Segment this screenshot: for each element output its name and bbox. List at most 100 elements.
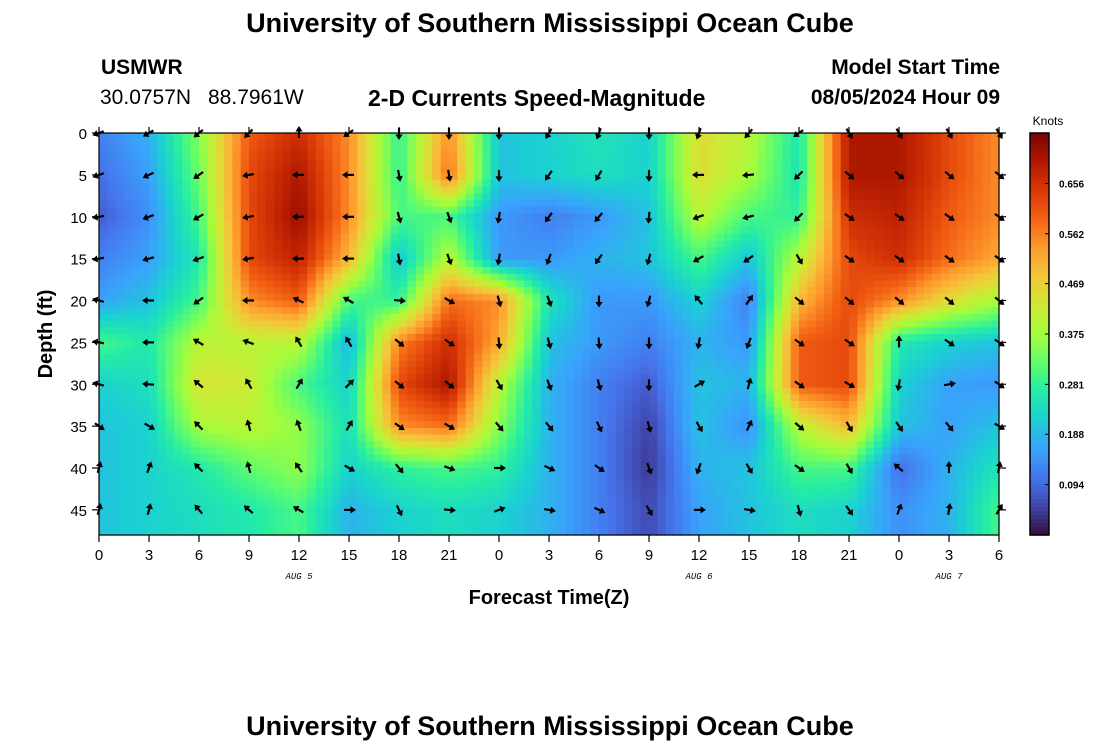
heatmap-cell	[990, 179, 1000, 188]
heatmap-cell	[515, 401, 525, 409]
heatmap-cell	[399, 213, 408, 221]
heatmap-cell	[799, 226, 808, 235]
heatmap-cell	[274, 401, 283, 409]
heatmap-cell	[390, 159, 400, 168]
heatmap-cell	[807, 273, 817, 281]
heatmap-cell	[165, 133, 175, 141]
heatmap-cell	[99, 293, 108, 302]
heatmap-cell	[824, 200, 833, 208]
heatmap-cell	[207, 374, 217, 382]
heatmap-cell	[640, 246, 650, 255]
heatmap-cell	[449, 253, 458, 261]
heatmap-cell	[807, 401, 817, 409]
heatmap-cell	[582, 300, 592, 308]
heatmap-cell	[757, 280, 767, 288]
heatmap-cell	[682, 374, 692, 382]
heatmap-cell	[757, 434, 767, 442]
heatmap-cell	[299, 133, 308, 141]
heatmap-cell	[340, 334, 350, 342]
heatmap-cell	[157, 133, 167, 141]
heatmap-cell	[965, 153, 975, 161]
heatmap-cell	[615, 179, 625, 188]
heatmap-cell	[224, 166, 233, 174]
heatmap-cell	[715, 200, 725, 208]
heatmap-cell	[465, 313, 475, 322]
heatmap-cell	[699, 200, 708, 208]
heatmap-cell	[232, 139, 242, 147]
heatmap-cell	[224, 354, 233, 362]
heatmap-cell	[507, 220, 517, 228]
heatmap-cell	[249, 273, 258, 281]
heatmap-cell	[949, 273, 958, 281]
heatmap-cell	[115, 441, 125, 449]
heatmap-cell	[215, 427, 225, 436]
heatmap-cell	[299, 354, 308, 362]
heatmap-cell	[557, 374, 567, 382]
heatmap-cell	[207, 334, 217, 342]
heatmap-cell	[240, 401, 250, 409]
heatmap-cell	[399, 394, 408, 402]
heatmap-cell	[124, 200, 133, 208]
heatmap-cell	[132, 213, 142, 221]
heatmap-cell	[915, 394, 925, 402]
heatmap-cell	[465, 166, 475, 174]
heatmap-cell	[749, 347, 758, 355]
heatmap-cell	[890, 334, 900, 342]
heatmap-cell	[240, 421, 250, 429]
heatmap-cell	[807, 360, 817, 369]
heatmap-cell	[524, 246, 533, 255]
heatmap-cell	[315, 206, 325, 214]
heatmap-cell	[107, 233, 117, 241]
heatmap-cell	[607, 133, 617, 141]
heatmap-cell	[249, 367, 258, 375]
heatmap-cell	[299, 280, 308, 288]
heatmap-cell	[390, 186, 400, 194]
product-title: 2-D Currents Speed-Magnitude	[368, 85, 706, 111]
heatmap-cell	[249, 173, 258, 181]
heatmap-cell	[174, 273, 183, 281]
heatmap-cell	[540, 340, 550, 348]
heatmap-cell	[624, 387, 633, 395]
heatmap-cell	[940, 374, 950, 382]
heatmap-cell	[599, 327, 608, 335]
heatmap-cell	[432, 267, 442, 275]
heatmap-cell	[907, 173, 917, 181]
heatmap-cell	[240, 146, 250, 154]
heatmap-cell	[474, 427, 483, 436]
heatmap-cell	[340, 146, 350, 154]
heatmap-cell	[699, 166, 708, 174]
heatmap-cell	[549, 347, 558, 355]
heatmap-cell	[874, 380, 883, 389]
heatmap-cell	[799, 407, 808, 415]
heatmap-cell	[757, 146, 767, 154]
heatmap-cell	[740, 300, 750, 308]
heatmap-cell	[507, 133, 517, 141]
heatmap-cell	[732, 421, 742, 429]
heatmap-cell	[440, 401, 450, 409]
heatmap-cell	[382, 273, 392, 281]
heatmap-cell	[565, 387, 575, 395]
heatmap-cell	[124, 213, 133, 221]
heatmap-cell	[815, 233, 825, 241]
heatmap-cell	[224, 307, 233, 315]
heatmap-cell	[282, 253, 292, 261]
heatmap-cell	[532, 427, 542, 436]
heatmap-cell	[149, 206, 158, 214]
heatmap-cell	[674, 193, 683, 201]
heatmap-cell	[532, 367, 542, 375]
heatmap-cell	[699, 267, 708, 275]
heatmap-cell	[574, 387, 583, 395]
heatmap-cell	[182, 200, 192, 208]
heatmap-cell	[749, 320, 758, 328]
heatmap-cell	[732, 206, 742, 214]
heatmap-cell	[340, 367, 350, 375]
heatmap-cell	[590, 394, 600, 402]
heatmap-cell	[624, 146, 633, 154]
heatmap-cell	[340, 260, 350, 268]
heatmap-cell	[232, 401, 242, 409]
heatmap-cell	[132, 139, 142, 147]
heatmap-cell	[290, 267, 300, 275]
heatmap-cell	[215, 320, 225, 328]
heatmap-cell	[732, 173, 742, 181]
heatmap-cell	[790, 334, 800, 342]
